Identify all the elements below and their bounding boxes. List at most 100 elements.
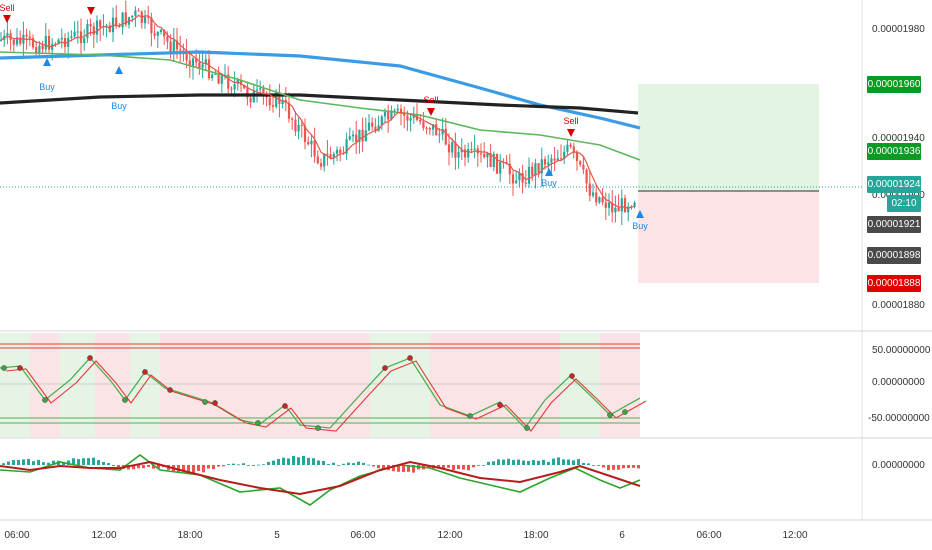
sell-signal-label: Sell: [563, 116, 579, 126]
candle-body: [99, 20, 102, 28]
macd-histogram-bar: [472, 465, 475, 468]
macd-histogram-bar: [222, 465, 225, 467]
macd-histogram-bar: [147, 465, 150, 467]
candle-body: [28, 36, 31, 39]
candle-body: [121, 12, 124, 28]
oscillator-lines: [0, 357, 647, 432]
macd-histogram-bar: [537, 460, 540, 465]
candle-body: [543, 159, 547, 165]
candle-body: [217, 73, 220, 84]
candle-body: [316, 156, 319, 164]
candle-body: [153, 33, 156, 36]
position-profit-zone[interactable]: [638, 84, 819, 191]
candle-body: [57, 39, 60, 44]
macd-histogram-bar: [332, 462, 335, 465]
sell-signal-label: Sell: [0, 3, 15, 13]
candle-body: [524, 182, 527, 184]
time-axis-label: 06:00: [350, 530, 376, 541]
macd-histogram-bar: [22, 459, 25, 465]
macd-histogram-bar: [407, 465, 410, 472]
candle-body: [175, 40, 179, 50]
macd-histogram-bar: [337, 465, 340, 466]
macd-histogram-bar: [102, 461, 105, 465]
buy-arrow-icon: [545, 168, 553, 176]
macd-histogram-bar: [287, 458, 290, 465]
buy-arrow-icon: [636, 210, 644, 218]
candle-body: [131, 15, 134, 18]
osc-cross-dot: [622, 409, 628, 415]
macd-histogram-bar: [272, 460, 275, 465]
ma-200-line: [0, 50, 641, 130]
macd-histogram-bar: [592, 465, 595, 466]
macd-histogram-bar: [2, 463, 5, 465]
candle-body: [255, 89, 259, 91]
osc-cross-dot: [202, 399, 208, 405]
candle-body: [291, 118, 294, 120]
price-axis-label: 0.00001940: [872, 133, 925, 144]
macd-histogram-bar: [527, 461, 530, 465]
macd-histogram-bar: [302, 455, 305, 465]
macd-histogram-bar: [547, 461, 550, 465]
macd-histogram-bar: [552, 458, 555, 465]
macd-histogram-bar: [137, 465, 140, 469]
time-axis-label: 12:00: [91, 530, 117, 541]
osc-cross-dot: [212, 400, 218, 406]
candle-body: [281, 99, 284, 104]
candle-body: [422, 121, 425, 128]
candle-body: [355, 134, 358, 142]
candle-body: [275, 91, 278, 107]
macd-histogram-bar: [632, 465, 635, 468]
sell-arrow-icon: [427, 108, 435, 116]
macd-histogram-bar: [587, 463, 590, 465]
macd-histogram-bar: [17, 459, 20, 465]
osc-cross-dot: [122, 397, 128, 403]
candle-body: [505, 162, 508, 164]
osc-cross-dot: [315, 425, 321, 431]
osc-cross-dot: [607, 412, 613, 418]
candle-body: [463, 149, 467, 158]
candle-body: [47, 35, 51, 50]
candle-body: [323, 153, 326, 167]
osc-cross-dot: [17, 365, 23, 371]
candle-body: [601, 197, 604, 203]
sell-signal-label: Sell: [423, 95, 439, 105]
candle-body: [438, 134, 441, 136]
macd-histogram-bar: [277, 458, 280, 465]
bar-countdown-tag: 02:10: [887, 195, 921, 212]
macd-histogram-bar: [412, 465, 415, 473]
candle-body: [377, 125, 380, 132]
candle-body: [396, 108, 399, 111]
candle-body: [531, 166, 534, 176]
macd-lines: [0, 454, 641, 506]
macd-histogram-bar: [157, 465, 160, 469]
candle-body: [591, 192, 595, 196]
candle-body: [623, 198, 627, 213]
macd-histogram-bar: [247, 465, 250, 466]
position-loss-zone[interactable]: [638, 191, 819, 283]
candle-body: [137, 10, 140, 12]
candle-body: [460, 149, 463, 153]
last-price-tag: 0.00001924: [867, 176, 921, 193]
candle-body: [467, 149, 470, 158]
macd-histogram-bar: [367, 464, 370, 466]
macd-histogram-bar: [177, 465, 180, 472]
candle-body: [44, 35, 47, 50]
sell-arrow-icon: [87, 7, 95, 15]
osc-cross-dot: [255, 420, 261, 426]
macd-histogram-bar: [212, 465, 215, 470]
time-axis-label: 6: [619, 530, 625, 541]
macd-histogram-bar: [182, 465, 185, 472]
macd-histogram-bar: [402, 465, 405, 473]
candle-body: [92, 26, 95, 35]
macd-histogram-bar: [602, 465, 605, 468]
candle-body: [159, 29, 163, 33]
candle-body: [214, 73, 217, 75]
macd-histogram-bar: [202, 465, 205, 473]
candle-body: [191, 58, 195, 67]
candle-body: [361, 129, 364, 142]
candle-body: [604, 202, 607, 208]
price-axis-label: 0.00001880: [872, 300, 925, 311]
macd-histogram-bar: [452, 465, 455, 470]
